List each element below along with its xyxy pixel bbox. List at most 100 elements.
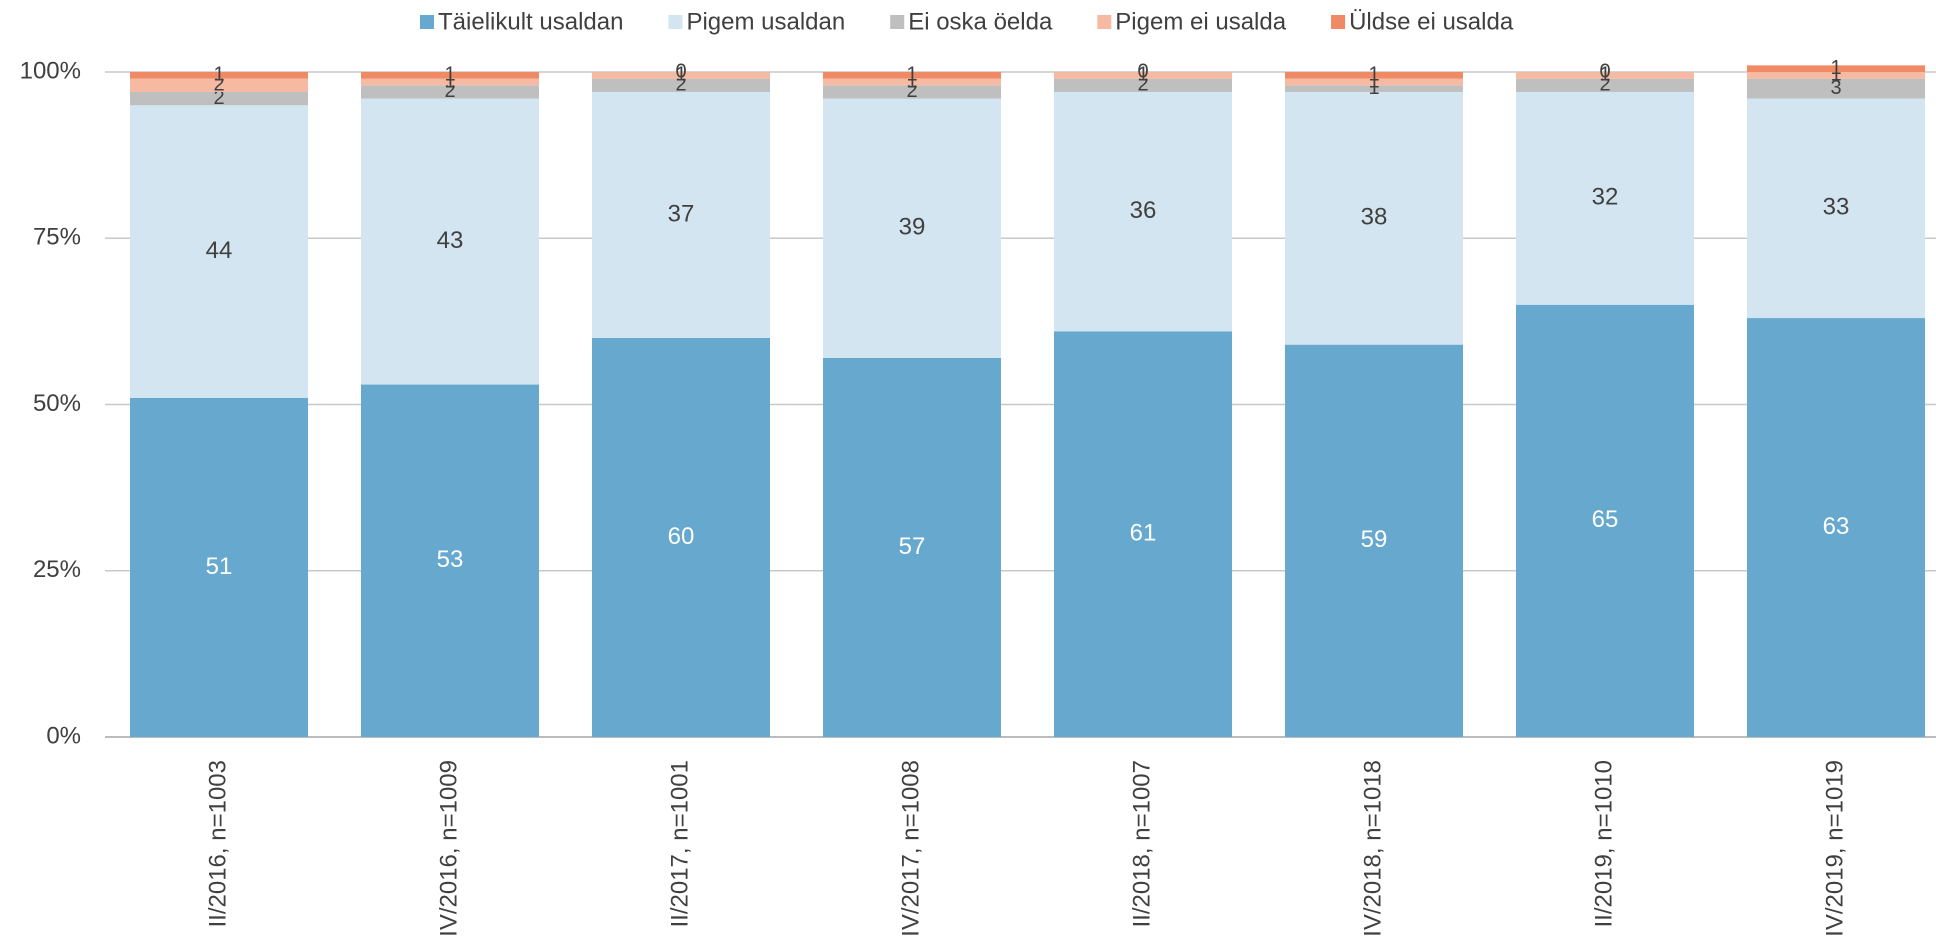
legend-swatch (420, 15, 434, 29)
data-label: 1 (1137, 64, 1148, 86)
data-label: 1 (906, 70, 917, 92)
bar-segment (1054, 331, 1232, 737)
data-label: 2 (1599, 74, 1610, 96)
x-tick-label: IV/2018, n=1018 (1359, 760, 1386, 937)
data-label: 2 (213, 74, 224, 96)
x-tick-label: II/2016, n=1003 (204, 760, 231, 927)
data-label: 1 (213, 64, 224, 86)
data-label: 39 (899, 214, 926, 241)
bar-segment (1516, 72, 1694, 79)
bar-segment (1516, 91, 1694, 305)
bar-segment (592, 338, 770, 737)
bar-segment (1054, 91, 1232, 332)
data-label: 63 (1823, 513, 1850, 540)
data-label: 1 (675, 64, 686, 86)
bar-segment (1747, 72, 1925, 79)
legend-label: Pigem ei usalda (1115, 8, 1286, 35)
bar-segment (823, 85, 1001, 99)
bar-segment (823, 78, 1001, 86)
data-label: 3 (1830, 77, 1841, 99)
bar-segment (1747, 318, 1925, 737)
data-label: 57 (899, 533, 926, 560)
y-tick-label: 75% (33, 224, 81, 251)
data-label: 38 (1361, 204, 1388, 231)
bar-segment (1516, 78, 1694, 92)
data-label: 1 (1368, 64, 1379, 86)
bar-segment (1747, 98, 1925, 319)
bar-segment (1285, 344, 1463, 737)
data-label: 36 (1130, 197, 1157, 224)
bar-segment (130, 105, 308, 398)
x-tick-label: II/2017, n=1001 (666, 760, 693, 927)
data-label: 59 (1361, 526, 1388, 553)
x-tick-label: II/2019, n=1010 (1590, 760, 1617, 927)
bar-segment (823, 72, 1001, 79)
bar-segment (1054, 72, 1232, 79)
legend-label: Pigem usaldan (686, 8, 845, 35)
bar-segment (1747, 78, 1925, 99)
bar-segment (361, 78, 539, 86)
bar-segment (1285, 91, 1463, 345)
y-tick-label: 50% (33, 390, 81, 417)
data-label: 2 (1137, 74, 1148, 96)
legend-swatch (668, 15, 683, 29)
bar-segment (1285, 78, 1463, 86)
legend-label: Täielikult usaldan (438, 8, 623, 35)
y-tick-label: 25% (33, 556, 81, 583)
x-tick-label: IV/2016, n=1009 (435, 760, 462, 937)
data-label: 0 (675, 60, 686, 82)
bar-segment (361, 384, 539, 737)
data-label: 1 (1368, 70, 1379, 92)
data-label: 2 (906, 80, 917, 102)
bar-segment (592, 78, 770, 92)
x-tick-label: IV/2017, n=1008 (897, 760, 924, 937)
bar-segment (823, 357, 1001, 737)
bar-segment (361, 85, 539, 99)
legend-swatch (1331, 15, 1346, 29)
data-label: 33 (1823, 194, 1850, 221)
data-label: 51 (206, 553, 233, 580)
data-label: 2 (444, 80, 455, 102)
bar-segment (1747, 65, 1925, 72)
data-label: 2 (675, 74, 686, 96)
data-label: 1 (444, 64, 455, 86)
data-label: 44 (206, 237, 233, 264)
data-label: 1 (1599, 64, 1610, 86)
data-label: 1 (1368, 77, 1379, 99)
y-tick-label: 0% (46, 722, 81, 749)
x-tick-label: II/2018, n=1007 (1128, 760, 1155, 927)
bar-segment (1054, 78, 1232, 92)
y-tick-label: 100% (20, 57, 81, 84)
data-label: 65 (1592, 506, 1619, 533)
bar-segment (130, 78, 308, 92)
bar-segment (361, 98, 539, 385)
bar-segment (1516, 304, 1694, 737)
data-label: 1 (444, 70, 455, 92)
data-label: 61 (1130, 520, 1157, 547)
bar-segment (823, 98, 1001, 358)
legend-label: Üldse ei usalda (1349, 8, 1514, 35)
bar-segment (1285, 72, 1463, 79)
data-label: 37 (668, 200, 695, 227)
data-label: 0 (1137, 60, 1148, 82)
data-label: 2 (213, 87, 224, 109)
bar-segment (592, 72, 770, 79)
legend-swatch (890, 15, 905, 29)
data-label: 53 (437, 546, 464, 573)
data-label: 1 (1830, 57, 1841, 79)
legend-swatch (1097, 15, 1112, 29)
data-label: 1 (906, 64, 917, 86)
x-tick-label: IV/2019, n=1019 (1821, 760, 1848, 937)
data-label: 0 (1599, 60, 1610, 82)
data-label: 32 (1592, 184, 1619, 211)
data-label: 43 (437, 227, 464, 254)
bar-segment (130, 91, 308, 106)
bar-segment (361, 72, 539, 79)
data-label: 1 (1830, 64, 1841, 86)
bar-segment (592, 91, 770, 338)
bar-segment (1285, 85, 1463, 92)
bar-segment (130, 397, 308, 737)
bar-segment (130, 72, 308, 79)
data-label: 60 (668, 523, 695, 550)
